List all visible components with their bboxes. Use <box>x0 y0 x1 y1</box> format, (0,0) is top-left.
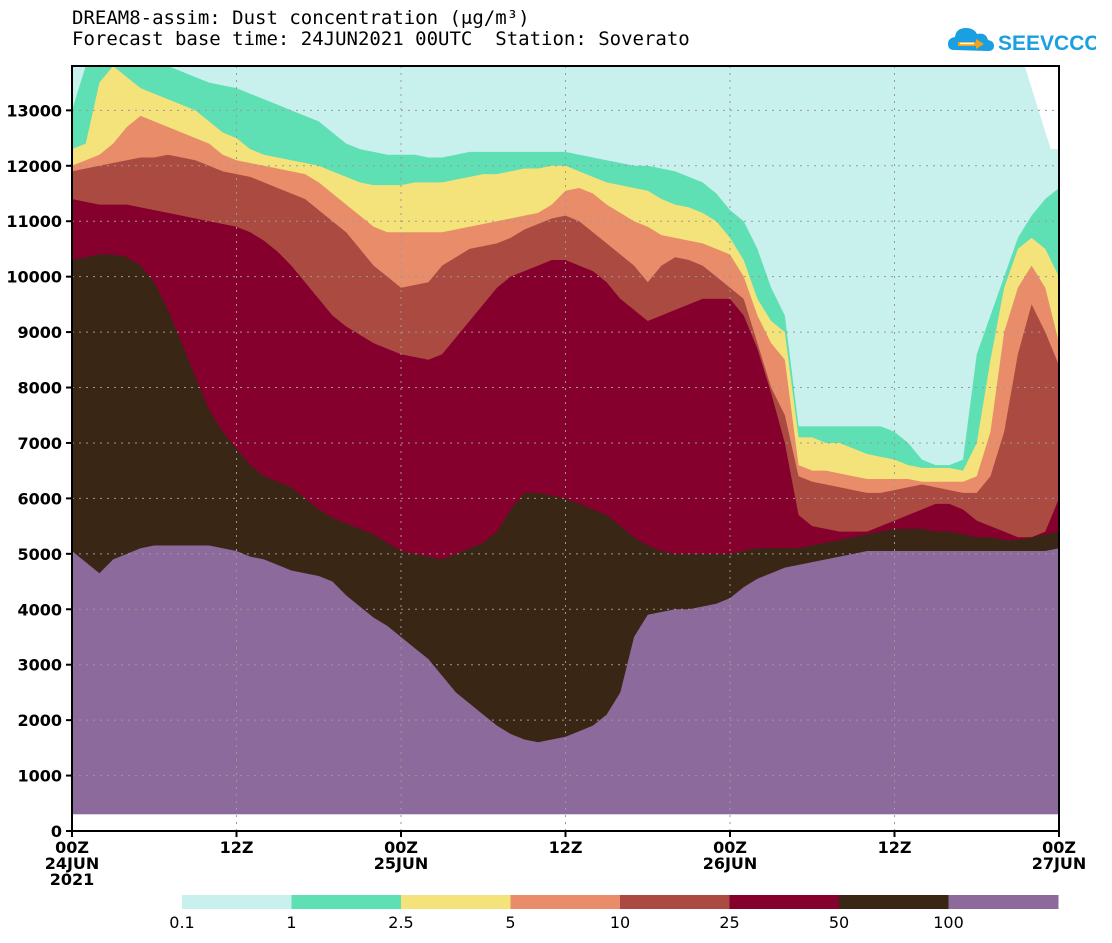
colorbar-swatch <box>510 895 621 909</box>
y-tick-label: 13000 <box>6 101 62 120</box>
concentration-fills <box>72 66 1059 832</box>
x-tick-label: 12Z <box>549 838 583 857</box>
colorbar-swatch <box>401 895 511 909</box>
y-tick-label: 2000 <box>17 711 62 730</box>
colorbar-label: 0.1 <box>169 913 194 932</box>
colorbar-label: 5 <box>505 913 515 932</box>
colorbar-swatch <box>839 895 949 909</box>
y-tick-label: 6000 <box>17 489 62 508</box>
logo-text: SEEVCCC <box>998 32 1096 55</box>
colorbar-swatch <box>182 895 292 909</box>
y-tick-label: 12000 <box>6 157 62 176</box>
colorbar-label: 2.5 <box>388 913 413 932</box>
colorbar-label: 1 <box>286 913 296 932</box>
x-tick-label: 00Z <box>55 838 89 857</box>
title-line-1: DREAM8-assim: Dust concentration (μg/m³) <box>72 7 530 29</box>
y-tick-label: 10000 <box>6 268 62 287</box>
fill-level-100-7 <box>72 545 1059 831</box>
forecast-base-time: Forecast base time: 24JUN2021 00UTC <box>72 28 473 50</box>
y-tick-label: 3000 <box>17 656 62 675</box>
x-tick-label: 00Z <box>713 838 747 857</box>
x-tick-label: 25JUN <box>374 854 429 873</box>
x-tick-label: 00Z <box>1042 838 1076 857</box>
x-tick-label: 12Z <box>220 838 254 857</box>
colorbar-swatch <box>291 895 402 909</box>
colorbar-swatch <box>620 895 730 909</box>
colorbar-label: 25 <box>719 913 739 932</box>
y-tick-label: 0 <box>51 822 62 841</box>
no-data-corner <box>1024 66 1059 150</box>
x-tick-label: 12Z <box>878 838 912 857</box>
y-tick-label: 4000 <box>17 600 62 619</box>
x-tick-label: 00Z <box>384 838 418 857</box>
colorbar-label: 50 <box>829 913 849 932</box>
y-tick-label: 7000 <box>17 434 62 453</box>
cloud-icon: SEEVCCC <box>948 28 1100 55</box>
y-tick-label: 1000 <box>17 767 62 786</box>
colorbar-label: 10 <box>610 913 630 932</box>
x-tick-label: 24JUN <box>45 854 100 873</box>
grid-lines <box>72 66 1059 831</box>
x-tick-label: 27JUN <box>1032 854 1087 873</box>
y-tick-label: 5000 <box>17 545 62 564</box>
y-tick-label: 11000 <box>6 212 62 231</box>
colorbar-label: 100 <box>933 913 964 932</box>
chart-title: DREAM8-assim: Dust concentration (μg/m³)… <box>72 8 690 50</box>
y-tick-label: 8000 <box>17 379 62 398</box>
colorbar-legend: 0.1 1 2.5 5 10 25 50 100 <box>169 895 1059 932</box>
x-tick-label: 2021 <box>50 870 95 889</box>
colorbar-swatch <box>948 895 1059 909</box>
y-axis: 0 1000 2000 3000 4000 5000 6000 7000 8000 9000 100… <box>6 101 72 841</box>
y-tick-label: 9000 <box>17 323 62 342</box>
seevccc-logo: SEEVCCC <box>946 20 1100 64</box>
colorbar-swatch <box>729 895 840 909</box>
station-label: Station: Soverato <box>495 28 690 50</box>
title-line-2: Forecast base time: 24JUN2021 00UTC Stat… <box>72 29 690 50</box>
x-tick-label: 26JUN <box>703 854 758 873</box>
